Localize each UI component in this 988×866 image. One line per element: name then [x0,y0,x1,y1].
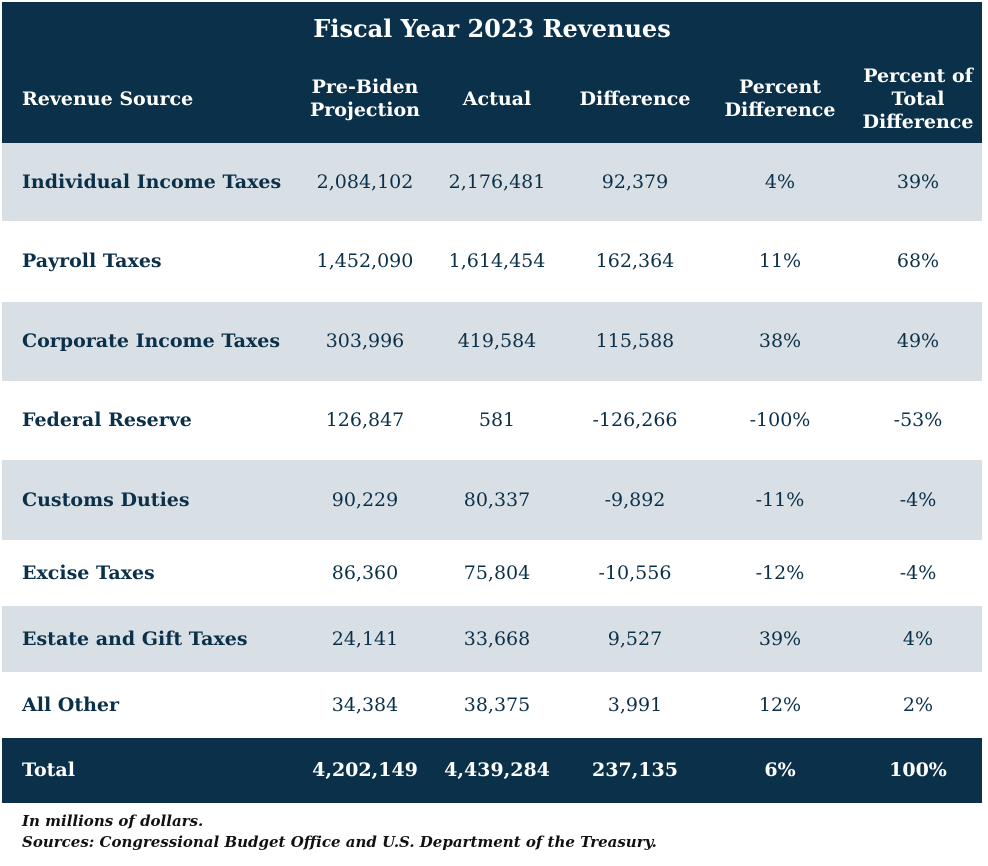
cell-value: 419,584 [457,330,537,352]
cell-value: 3,991 [607,693,663,716]
cell-value: 49% [896,330,940,352]
cell-value: 4% [764,170,796,193]
cell-value: 80,337 [463,488,531,511]
column-header: Difference [579,87,691,110]
cell-value: -12% [755,561,805,584]
cell-value: 303,996 [325,330,405,352]
cell-value: 4% [902,627,934,650]
row-label: All Other [22,693,120,716]
cell-value: -10,556 [598,561,672,584]
column-header: Percent Difference [724,76,836,121]
cell-value: 115,588 [595,330,675,352]
row-label: Corporate Income Taxes [22,330,281,352]
cell-value: 92,379 [601,170,669,193]
row-band [2,302,982,381]
cell-value: 1,614,454 [448,250,546,272]
header-band [2,2,982,143]
footnote: Sources: Congressional Budget Office and… [22,833,657,851]
cell-value: 9,527 [607,627,663,650]
cell-value: -53% [893,409,943,431]
row-label: Payroll Taxes [22,250,162,272]
cell-value: 2% [902,693,934,716]
total-value: 100% [889,759,947,781]
row-band [2,540,982,606]
cell-value: 33,668 [463,627,531,650]
row-band [2,606,982,672]
cell-value: 38,375 [463,693,531,716]
cell-value: 162,364 [595,250,675,272]
cell-value: -4% [899,561,937,584]
column-header: Pre-Biden Projection [310,76,420,121]
row-band [2,221,982,302]
cell-value: 75,804 [463,561,531,584]
cell-value: 12% [758,693,802,716]
column-header: Revenue Source [22,87,194,110]
row-label: Estate and Gift Taxes [22,627,248,650]
footnote: In millions of dollars. [22,812,204,830]
total-band [2,738,982,803]
cell-value: 581 [478,409,516,431]
cell-value: 39% [896,170,940,193]
row-label: Customs Duties [22,488,190,511]
column-header: Actual [462,87,532,110]
cell-value: 39% [758,627,802,650]
cell-value: 126,847 [325,409,405,431]
row-label: Excise Taxes [22,561,155,584]
cell-value: 68% [896,250,940,272]
cell-value: 38% [758,330,802,352]
cell-value: 2,176,481 [448,170,546,193]
row-label: Individual Income Taxes [22,170,282,193]
cell-value: -9,892 [604,488,666,511]
row-band [2,460,982,540]
cell-value: -100% [749,409,811,431]
cell-value: -4% [899,488,937,511]
cell-value: 24,141 [331,627,399,650]
cell-value: -126,266 [592,409,678,431]
cell-value: 90,229 [331,488,399,511]
total-label: Total [22,759,75,781]
cell-value: 11% [758,250,802,272]
row-band [2,381,982,460]
table-title: Fiscal Year 2023 Revenues [313,13,671,43]
column-header: Percent of Total Difference [862,64,974,133]
total-value: 237,135 [592,759,678,781]
row-band [2,672,982,738]
total-value: 4,202,149 [312,759,418,781]
row-label: Federal Reserve [22,409,192,431]
cell-value: 34,384 [331,693,399,716]
cell-value: 2,084,102 [316,170,414,193]
total-value: 6% [764,759,796,781]
cell-value: -11% [755,488,805,511]
cell-value: 1,452,090 [316,250,414,272]
row-band [2,143,982,221]
total-value: 4,439,284 [444,759,550,781]
cell-value: 86,360 [331,561,399,584]
